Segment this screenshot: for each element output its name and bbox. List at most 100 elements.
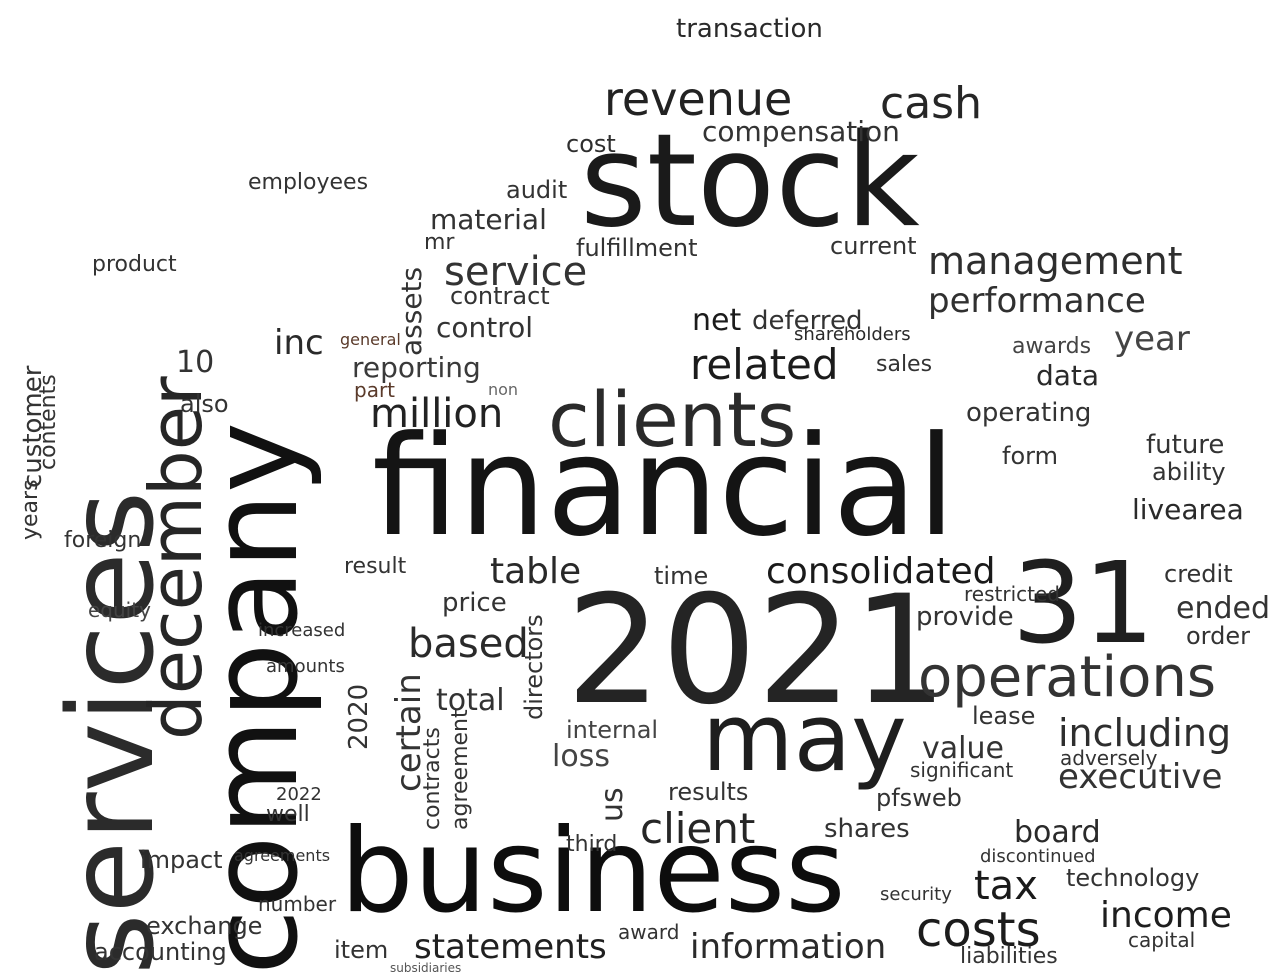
word-product: product (92, 252, 177, 277)
word-audit: audit (506, 176, 568, 204)
word-agreement: agreement (448, 709, 473, 830)
word-contract: contract (450, 282, 550, 310)
word-item: item (334, 936, 389, 964)
word-transaction: transaction (676, 14, 823, 44)
word-sales: sales (876, 352, 933, 377)
word-data: data (1036, 359, 1100, 392)
word-impact: impact (140, 846, 223, 874)
word-inc: inc (274, 323, 324, 363)
word-value: value (922, 731, 1004, 766)
word-agreements: agreements (234, 846, 331, 865)
word-directors: directors (520, 614, 548, 720)
word-capital: capital (1128, 928, 1196, 952)
word-significant: significant (910, 758, 1014, 782)
word-statements: statements (414, 927, 607, 967)
word-operating: operating (966, 398, 1092, 428)
word-2021: 2021 (566, 564, 948, 738)
word-provide: provide (916, 602, 1014, 632)
word-ended: ended (1176, 591, 1271, 626)
word-cash: cash (880, 78, 982, 129)
word-compensation: compensation (702, 115, 900, 148)
word-general: general (340, 330, 401, 349)
word-amounts: amounts (266, 656, 345, 677)
word-management: management (928, 239, 1183, 283)
word-including: including (1058, 711, 1232, 755)
word-financial: financial (372, 406, 956, 567)
word-exchange: exchange (146, 912, 263, 940)
word-ability: ability (1152, 458, 1226, 486)
word-contracts: contracts (420, 727, 445, 830)
word-31: 31 (1012, 539, 1155, 669)
word-cost: cost (566, 130, 616, 158)
word-client: client (640, 804, 756, 853)
word-results: results (668, 778, 749, 806)
word-related: related (690, 340, 839, 389)
word-form: form (1002, 442, 1058, 470)
word-award: award (618, 920, 680, 944)
word-control: control (436, 311, 534, 344)
word-deferred: deferred (752, 306, 863, 336)
word-price: price (442, 588, 507, 618)
word-security: security (880, 884, 952, 905)
word-clients: clients (548, 375, 797, 464)
word-revenue: revenue (604, 72, 793, 126)
word-liabilities: liabilities (960, 944, 1058, 969)
word-lease: lease (972, 702, 1036, 730)
word-accounting: accounting (94, 938, 227, 966)
word-result: result (344, 554, 407, 579)
word-adversely: adversely (1060, 746, 1158, 770)
word-subsidiaries: subsidiaries (390, 961, 462, 975)
word-shares: shares (824, 814, 910, 844)
word-order: order (1186, 622, 1250, 650)
word-2020: 2020 (344, 683, 374, 750)
word-discontinued: discontinued (980, 846, 1096, 867)
word-loss: loss (552, 739, 610, 774)
word-net: net (692, 303, 742, 338)
word-tax: tax (974, 863, 1038, 909)
word-reporting: reporting (352, 351, 481, 384)
word-10: 10 (176, 345, 215, 380)
word-service: service (444, 249, 588, 295)
word-2022: 2022 (276, 784, 322, 805)
word-employees: employees (248, 170, 369, 195)
word-third: third (566, 832, 618, 857)
word-information: information (690, 927, 887, 967)
word-current: current (830, 232, 917, 260)
word-credit: credit (1164, 560, 1233, 588)
word-awards: awards (1012, 334, 1092, 359)
word-table: table (490, 551, 582, 592)
word-december: december (134, 376, 218, 740)
word-us: us (595, 787, 630, 822)
word-non: non (488, 380, 519, 399)
word-pfsweb: pfsweb (876, 784, 962, 812)
word-contents: contents (36, 374, 61, 470)
word-million: million (370, 391, 504, 437)
word-equity: equity (88, 598, 151, 622)
word-performance: performance (928, 281, 1146, 321)
word-foreign: foreign (64, 528, 142, 553)
word-restricted: restricted (964, 582, 1060, 606)
word-internal: internal (566, 716, 659, 744)
word-business: business (340, 804, 846, 939)
word-part: part (354, 378, 396, 402)
word-stock: stock (580, 107, 920, 256)
word-increased: increased (258, 620, 346, 641)
word-board: board (1014, 815, 1101, 850)
word-may: may (702, 684, 907, 793)
word-well: well (266, 802, 310, 827)
word-based: based (408, 621, 529, 667)
word-shareholders: shareholders (794, 324, 911, 345)
word-also: also (180, 390, 229, 418)
word-material: material (430, 203, 547, 236)
word-costs: costs (916, 902, 1041, 958)
word-total: total (436, 683, 505, 718)
word-executive: executive (1058, 757, 1223, 797)
word-assets: assets (395, 266, 428, 356)
word-years: years (18, 479, 43, 540)
word-livearea: livearea (1132, 493, 1244, 526)
word-number: number (258, 892, 337, 916)
word-consolidated: consolidated (766, 551, 996, 592)
word-year: year (1114, 319, 1190, 359)
word-operations: operations (918, 645, 1217, 710)
